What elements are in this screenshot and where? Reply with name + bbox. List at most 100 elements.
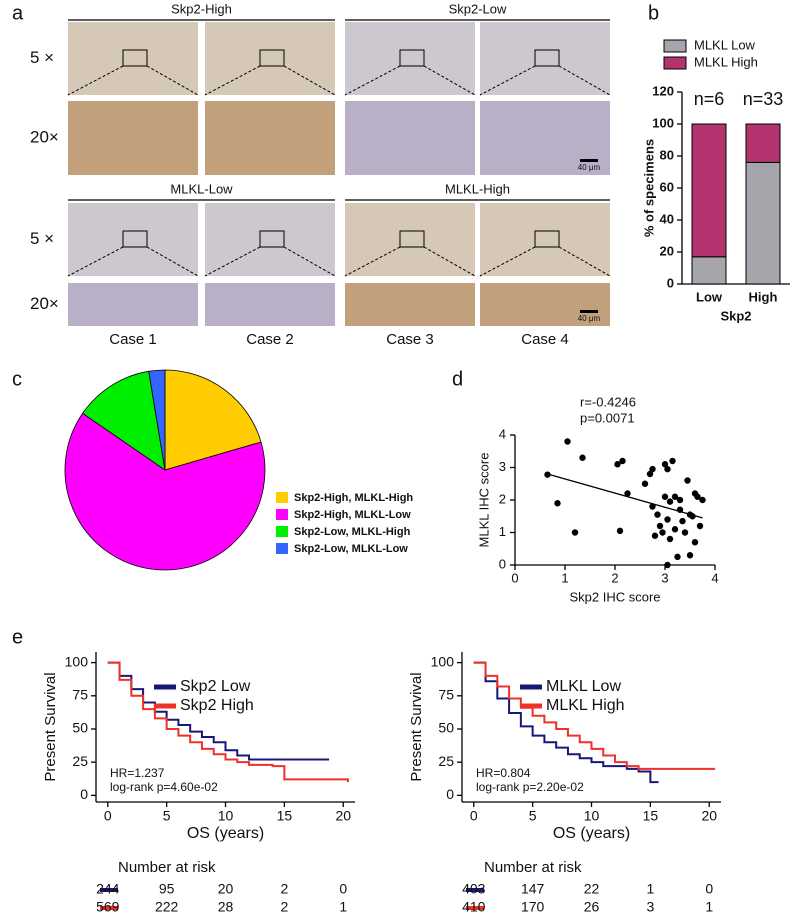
point [664,516,671,523]
fit-line [547,473,703,519]
magnification: 5 × [30,229,54,248]
point [554,500,561,507]
risk-count: 403 [462,881,486,897]
risk-count: 95 [159,881,175,897]
y-tick-label: 25 [72,753,88,769]
pie-slice [164,369,262,471]
risk-count: 26 [584,899,600,915]
point [674,553,681,561]
y-tick-label: 80 [660,147,674,162]
y-tick-label: 20 [660,243,674,258]
scale-bar-label: 40 μm [578,314,601,323]
zoom-box [259,49,285,67]
point [664,465,671,473]
point [651,532,659,539]
panel-label: d [452,368,463,390]
legend-swatch [663,56,687,70]
x-tick-label: 10 [218,808,234,824]
point [571,529,579,536]
point [614,461,621,468]
legend-swatch [276,543,288,554]
x-tick-label: 4 [711,570,718,585]
micrograph-low [68,22,198,95]
risk-count: 2 [280,899,288,915]
x-tick-label: 5 [529,808,537,824]
annotation: HR=1.237 [110,766,165,780]
legend-swatch [276,492,288,503]
point [656,522,664,530]
panel-label: a [12,2,24,24]
scale-bar-label: 40 μm [578,163,601,172]
y-tick-label: 100 [431,653,455,669]
x-tick-label: 10 [584,808,600,824]
y-tick-label: 0 [667,275,674,290]
y-tick-label: 60 [660,179,674,194]
annotation: p=0.0071 [580,410,635,425]
point [659,529,666,536]
y-tick-label: 1 [499,524,506,539]
y-tick-label: 0 [446,786,454,802]
pie-slice [64,412,266,571]
y-axis-title: Present Survival [408,672,425,781]
risk-count: 244 [96,881,120,897]
risk-count: 22 [584,881,600,897]
risk-count: 1 [705,899,713,915]
zoom-box [122,49,148,67]
survival-curve [473,661,716,770]
group-title: MLKL-High [445,181,510,196]
legend-label: Skp2-High, MLKL-Low [294,509,411,521]
micrograph-high [345,283,475,326]
micrograph-high [345,101,475,175]
micrograph-high [205,283,335,326]
y-tick-label: 50 [438,720,454,736]
micrograph-low [480,22,610,95]
x-tick-label: 2 [611,570,618,585]
legend-label: Skp2-Low, MLKL-Low [294,543,408,555]
magnification: 20× [30,294,59,313]
y-tick-label: 4 [499,426,506,441]
survival-curve [473,661,659,784]
group-title: MLKL-Low [170,181,233,196]
legend-label: MLKL High [546,697,625,714]
point [666,535,674,543]
point [686,552,694,559]
bar-segment [691,256,727,285]
point [684,477,691,484]
x-tick-label: 5 [163,808,171,824]
risk-count: 0 [705,881,713,897]
scale-bar [580,310,598,313]
survival-curve [107,661,349,783]
panel-label: e [12,626,23,648]
point [619,457,626,465]
point [679,517,686,525]
x-tick-label: 0 [511,570,518,585]
magnification: 5 × [30,48,54,67]
annotation: log-rank p=2.20e-02 [476,780,584,794]
annotation: n=33 [743,89,784,109]
micrograph-high [480,101,610,175]
case-label: Case 4 [521,331,569,348]
point [681,529,689,536]
x-axis-title: Skp2 [720,308,751,323]
y-tick-label: 0 [80,786,88,802]
x-tick-label: 1 [561,570,568,585]
y-tick-label: 75 [438,687,454,703]
x-tick-label: 15 [643,808,659,824]
point [666,498,674,505]
zoom-line [204,246,261,277]
risk-count: 569 [96,899,120,915]
y-axis-title: MLKL IHC score [476,453,491,548]
annotation: n=6 [694,89,725,109]
annotation: HR=0.804 [476,766,531,780]
risk-count: 222 [155,899,179,915]
x-tick-label: Low [696,289,723,304]
point [579,454,586,461]
magnification: 20× [30,127,59,146]
micrograph-low [345,203,475,276]
y-tick-label: 0 [499,556,506,571]
legend-swatch [663,39,687,53]
point [649,503,656,510]
point [646,470,654,478]
panel-label: c [12,368,22,390]
